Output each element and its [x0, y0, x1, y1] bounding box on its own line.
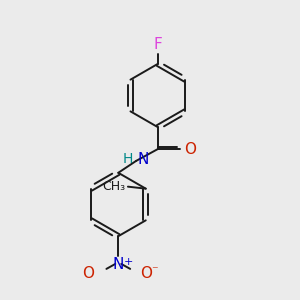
- Text: CH₃: CH₃: [102, 180, 125, 193]
- Text: H: H: [123, 152, 133, 166]
- Text: N: N: [137, 152, 148, 167]
- Text: O: O: [140, 266, 152, 281]
- Text: O: O: [82, 266, 94, 281]
- Text: O: O: [184, 142, 196, 157]
- Text: F: F: [154, 37, 162, 52]
- Text: ⁻: ⁻: [151, 264, 158, 278]
- Text: N: N: [112, 257, 124, 272]
- Text: +: +: [124, 257, 134, 267]
